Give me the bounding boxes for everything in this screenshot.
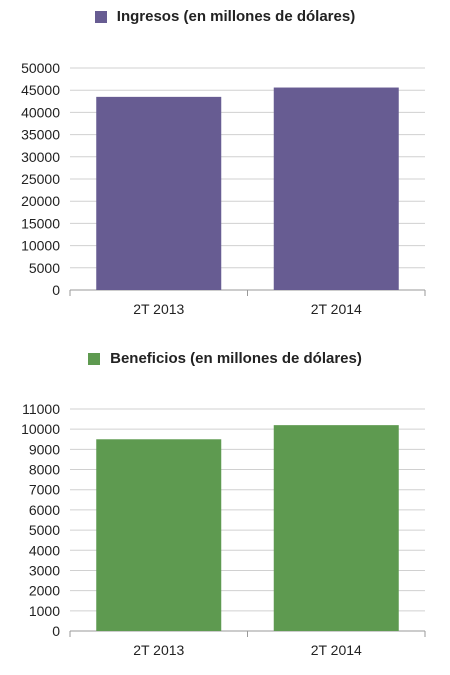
profit-chart: Beneficios (en millones de dólares) 0 100… <box>0 340 450 675</box>
revenue-y-tick-label: 35000 <box>21 127 60 143</box>
profit-y-tick-label: 2000 <box>29 583 60 599</box>
revenue-y-tick-label: 30000 <box>21 149 60 165</box>
revenue-legend-label: Ingresos (en millones de dólares) <box>116 8 356 25</box>
revenue-y-tick-label: 40000 <box>21 104 60 120</box>
profit-y-tick-label: 1000 <box>29 603 60 619</box>
revenue-y-tick-label: 15000 <box>21 215 60 231</box>
revenue-y-tick-label: 25000 <box>21 171 60 187</box>
profit-y-tick-label: 10000 <box>21 421 60 437</box>
profit-legend-label: Beneficios (en millones de dólares) <box>110 350 362 367</box>
profit-y-tick-label: 9000 <box>29 441 60 457</box>
profit-plot: 0 1000 2000 3000 4000 5000 6000 7000 8000 9000 100… <box>21 401 426 658</box>
profit-legend: Beneficios (en millones de dólares) <box>0 350 450 367</box>
profit-y-tick-label: 4000 <box>29 542 60 558</box>
profit-bar <box>96 439 222 631</box>
revenue-y-tick-label: 0 <box>52 282 60 298</box>
revenue-x-tick-label: 2T 2014 <box>311 301 362 317</box>
profit-y-tick-label: 0 <box>52 623 60 639</box>
profit-y-tick-label: 5000 <box>29 522 60 538</box>
profit-bar <box>273 425 399 631</box>
profit-x-tick-label: 2T 2013 <box>133 642 184 658</box>
revenue-bar <box>96 96 222 290</box>
revenue-legend: Ingresos (en millones de dólares) <box>0 8 450 25</box>
profit-y-tick-label: 11000 <box>22 401 60 417</box>
revenue-y-tick-label: 50000 <box>21 60 60 76</box>
revenue-y-tick-label: 10000 <box>21 238 60 254</box>
revenue-chart: Ingresos (en millones de dólares) 0 5000 1… <box>0 0 450 330</box>
revenue-y-tick-label: 20000 <box>21 193 60 209</box>
profit-y-tick-label: 8000 <box>29 462 60 478</box>
revenue-legend-swatch <box>94 10 107 23</box>
revenue-x-tick-label: 2T 2013 <box>133 301 184 317</box>
profit-legend-swatch <box>88 352 101 365</box>
profit-x-tick-label: 2T 2014 <box>311 642 362 658</box>
revenue-plot: 0 5000 10000 15000 20000 25000 30000 35000 40000… <box>21 60 426 317</box>
revenue-bar <box>273 87 399 290</box>
revenue-y-tick-label: 5000 <box>29 260 60 276</box>
revenue-y-tick-label: 45000 <box>21 82 60 98</box>
profit-y-tick-label: 3000 <box>29 562 60 578</box>
profit-y-tick-label: 6000 <box>29 502 60 518</box>
profit-y-tick-label: 7000 <box>29 482 60 498</box>
